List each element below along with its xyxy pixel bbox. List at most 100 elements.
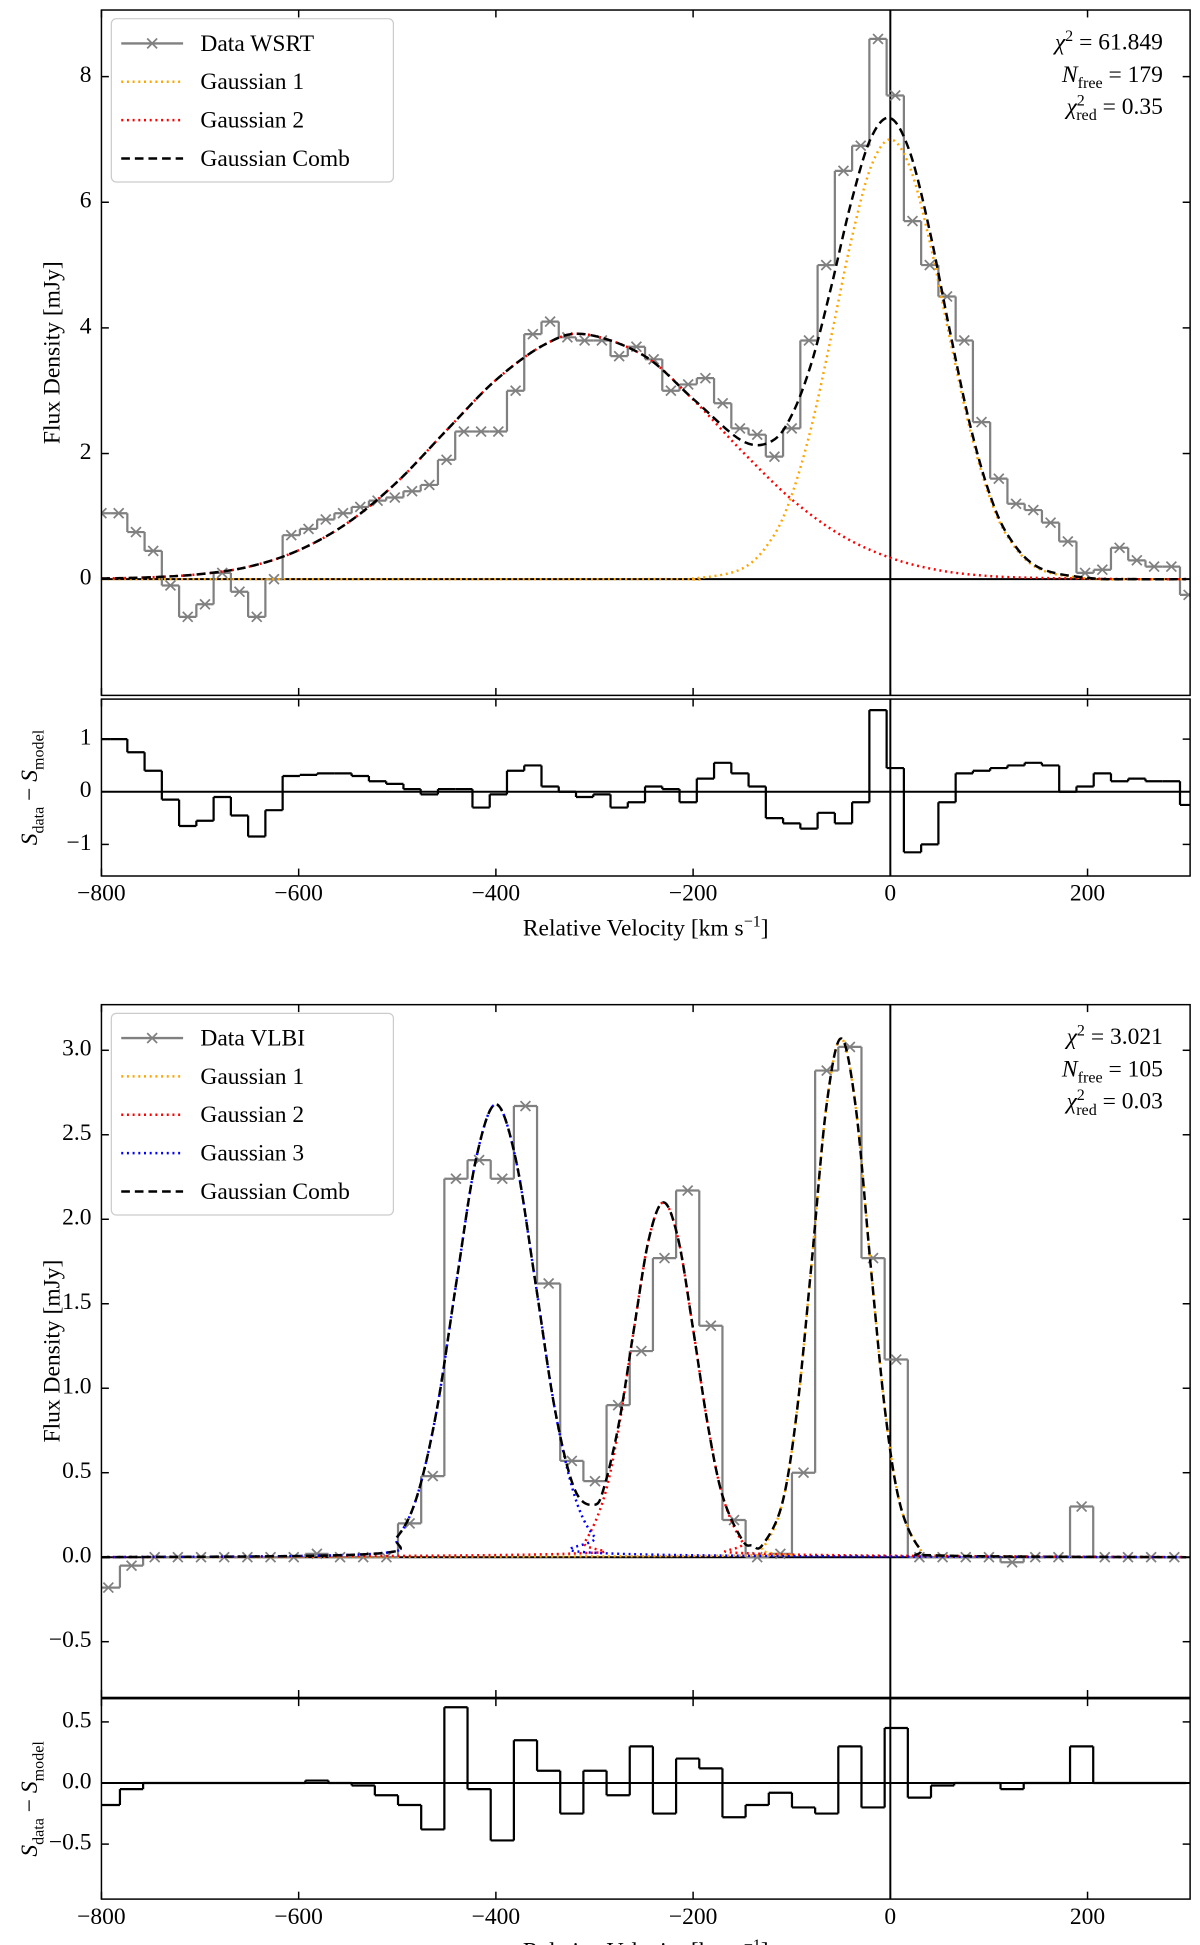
y-axis-label: Sdata − Smodel [17,1741,47,1857]
legend-label: Gaussian 1 [200,1064,304,1090]
marker [268,573,280,585]
y-axis-label: Flux Density [mJy] [39,261,65,444]
marker [855,140,867,152]
text-part: − [17,1793,43,1818]
y-tick-label: 0.5 [62,1458,91,1484]
marker [648,353,660,365]
legend-box [110,1012,395,1216]
step-riser [118,1707,1095,1841]
marker [1096,564,1108,576]
y-tick-label: 6 [80,188,92,214]
text-part: −1 [744,914,761,931]
y-tick-label: 0.5 [62,1707,91,1733]
x-tick-label: 200 [1070,881,1105,907]
marker [241,1551,253,1563]
marker [837,165,850,177]
x-tick-label: −200 [669,881,718,907]
y-tick-label: 1.5 [62,1289,91,1315]
marker [1010,498,1022,510]
marker [890,1353,902,1366]
marker [113,507,125,519]
marker [389,491,401,504]
text-part: red [1076,107,1097,124]
text-part: S [17,1781,43,1793]
text-part: = 179 [1103,62,1163,88]
marker [797,1467,810,1479]
marker [1052,1551,1065,1563]
text-part: −1 [744,1937,761,1945]
marker [993,473,1005,485]
legend-label: Data VLBI [200,1025,305,1051]
text-part: χ [1064,1089,1077,1115]
marker [1183,589,1191,601]
marker [786,422,798,434]
marker [658,1252,671,1264]
marker [1114,542,1126,554]
y-tick-label: 1.0 [62,1374,91,1400]
fit-statistic: χ2 red = 0.03 [1064,1087,1162,1119]
marker [1045,517,1057,529]
marker [404,1517,416,1529]
fit-curve [101,332,1187,581]
fit-statistic: χ2 = 61.849 [1053,28,1163,56]
axes-frame [100,698,1191,877]
marker [147,545,159,557]
text-part: − [17,782,43,807]
text-part: χ [1064,94,1077,120]
y-tick-label: 3.0 [62,1036,91,1062]
text-part: 2 [1077,92,1085,109]
y-tick-label: 2 [80,439,92,465]
marker [1027,504,1039,516]
marker [441,454,453,466]
marker [320,513,332,526]
marker [821,1065,833,1077]
text-part: 2 [1077,1023,1085,1040]
legend-marker [146,37,158,49]
marker [544,316,556,328]
marker [334,1551,346,1563]
marker [665,385,677,397]
y-tick-label: 4 [80,313,92,339]
marker [527,328,539,340]
x-axis-label: Relative Velocity [km s−1] [523,1937,769,1945]
text-part: model [30,729,47,770]
marker [216,567,228,579]
marker [889,89,901,102]
marker [130,526,142,538]
legend-label: Gaussian 2 [200,108,304,134]
fit-curve [101,116,1187,581]
marker [872,33,884,45]
fit-statistic: χ2 = 3.021 [1065,1023,1163,1051]
marker [423,479,435,491]
axes-frame [100,1697,1191,1900]
y-tick-label: 2.5 [62,1120,91,1146]
x-tick-label: −600 [274,1904,323,1930]
marker [302,523,315,535]
marker [682,378,694,390]
y-tick-label: −0.5 [49,1627,92,1653]
text-part: N [1061,1056,1079,1082]
text-part: Relative Velocity [km s [523,915,744,941]
y-tick-label: 0 [80,777,92,803]
marker [182,611,194,623]
x-tick-label: −800 [77,881,126,907]
axes-frame [100,1003,1191,1699]
marker [496,1173,508,1185]
marker [906,215,919,227]
text-part: ] [761,1938,769,1945]
marker [337,507,349,519]
y-tick-label: 0.0 [62,1543,91,1569]
marker [924,259,936,271]
text-part: = 0.35 [1097,94,1163,120]
text-part: 2 [1065,28,1073,45]
y-tick-label: 2.0 [62,1205,91,1231]
text-part: S [17,770,43,782]
marker [751,429,763,441]
axes-frame [100,9,1191,697]
marker [803,334,815,347]
y-axis-label: Flux Density [mJy] [39,1260,65,1443]
text-part: model [30,1741,47,1782]
text-part: = 0.03 [1097,1089,1163,1115]
text-part: S [17,833,43,845]
